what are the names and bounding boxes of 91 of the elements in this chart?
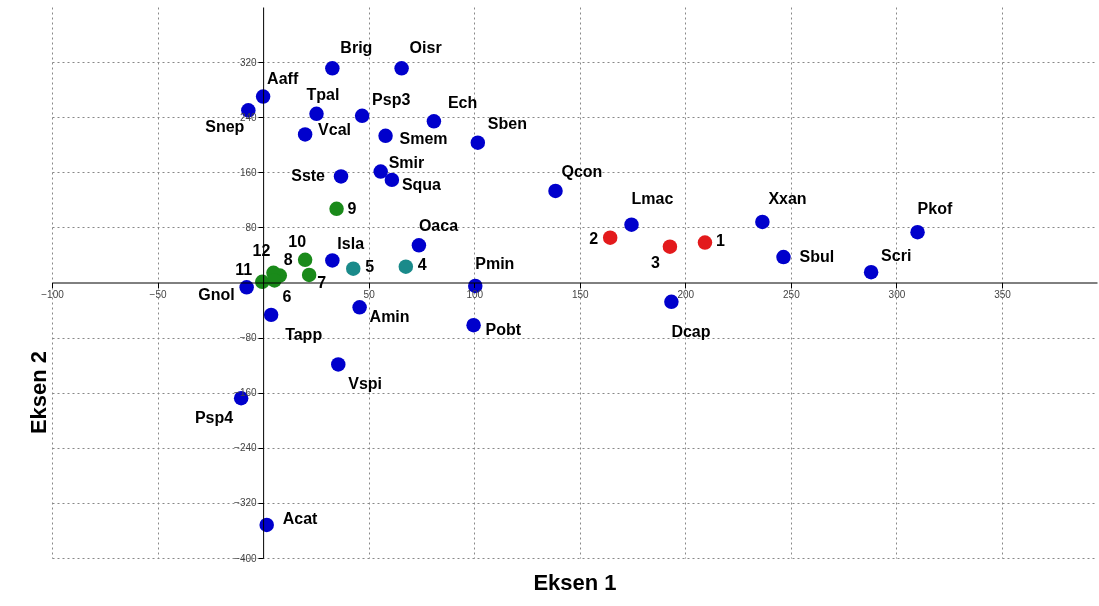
point (664, 294, 679, 310)
annotation: Aaff (267, 69, 299, 87)
y-tick-label: 80 (245, 221, 258, 233)
y-tick-label: 320 (239, 56, 258, 68)
point (384, 172, 400, 188)
x-tick-label: 200 (677, 289, 695, 300)
annotation: Scri (881, 247, 912, 265)
point (910, 224, 925, 240)
annotation: Sste (291, 167, 326, 185)
point (426, 114, 442, 129)
annotation: Squa (401, 175, 442, 193)
annotation: Sben (487, 114, 527, 132)
y-tick-label: −240 (234, 442, 258, 454)
annotation: 2 (589, 229, 599, 247)
point (333, 169, 349, 184)
annotation: Sbul (799, 248, 835, 266)
point (373, 164, 388, 179)
annotation: 4 (417, 255, 427, 273)
annotation: Amin (369, 308, 410, 326)
point (411, 238, 427, 253)
annotation: Ech (447, 94, 478, 112)
point (325, 253, 340, 268)
annotation: Gnol (198, 286, 235, 304)
annotation: Psp4 (194, 409, 234, 427)
annotation: 6 (282, 288, 292, 306)
point (259, 517, 274, 533)
point (398, 259, 414, 274)
point (776, 249, 791, 265)
point (352, 300, 367, 315)
point (354, 108, 370, 124)
x-tick-label: −50 (149, 289, 167, 300)
annotation: Tpal (306, 85, 340, 103)
x-tick-label: 50 (363, 289, 376, 300)
annotation: 11 (235, 260, 253, 278)
x-tick-label: 250 (783, 289, 801, 300)
x-axis-title: Eksen 1 (533, 569, 617, 595)
annotation: Qcon (561, 162, 603, 180)
annotation: Pobt (485, 321, 522, 339)
annotation: 7 (317, 273, 327, 291)
annotation: Smem (399, 129, 448, 147)
annotation: Pmin (475, 254, 515, 272)
annotation: Psp3 (372, 90, 411, 108)
x-tick-label: 150 (571, 289, 590, 300)
annotation: Tapp (285, 325, 323, 343)
annotation: Lmac (631, 189, 674, 207)
annotation: Xxan (768, 189, 807, 207)
annotation: Brig (340, 39, 373, 57)
annotation: Oaca (418, 217, 459, 235)
point (325, 61, 340, 76)
point (297, 252, 313, 267)
point (263, 307, 279, 323)
point (602, 230, 618, 245)
annotation: Vcal (318, 121, 352, 139)
point (662, 239, 678, 254)
x-tick-label: 300 (888, 289, 906, 300)
x-tick-label: −100 (41, 289, 65, 300)
point (346, 261, 361, 276)
y-axis-title: Eksen 2 (25, 350, 51, 435)
annotation: 9 (347, 199, 357, 217)
annotation: Pkof (917, 200, 953, 218)
y-tick-label: −400 (234, 552, 258, 564)
y-tick-label: −80 (239, 332, 258, 344)
x-tick-label: 100 (466, 289, 484, 300)
y-tick-label: −320 (234, 497, 258, 509)
annotation: 5 (365, 257, 375, 275)
annotation: Dcap (671, 322, 711, 340)
point (329, 201, 344, 217)
annotation: 10 (288, 232, 307, 250)
annotation: Smir (388, 153, 425, 171)
point (548, 183, 563, 199)
annotation: 1 (715, 231, 725, 249)
point (301, 267, 317, 283)
x-tick-label: 350 (994, 289, 1012, 300)
annotation: 8 (283, 250, 293, 268)
annotation: 3 (651, 253, 661, 271)
point (697, 235, 713, 250)
y-tick-label: 160 (239, 166, 258, 178)
point (624, 217, 639, 232)
annotation: Isla (337, 235, 365, 253)
annotation: Acat (282, 509, 319, 527)
point (863, 264, 879, 280)
point (394, 61, 409, 76)
point (378, 128, 393, 144)
point (470, 135, 486, 150)
point (755, 214, 770, 230)
point (331, 357, 346, 372)
annotation: Vspi (348, 375, 383, 393)
point (466, 317, 481, 333)
annotation: Oisr (409, 39, 442, 57)
point (297, 127, 313, 142)
point (309, 106, 324, 121)
